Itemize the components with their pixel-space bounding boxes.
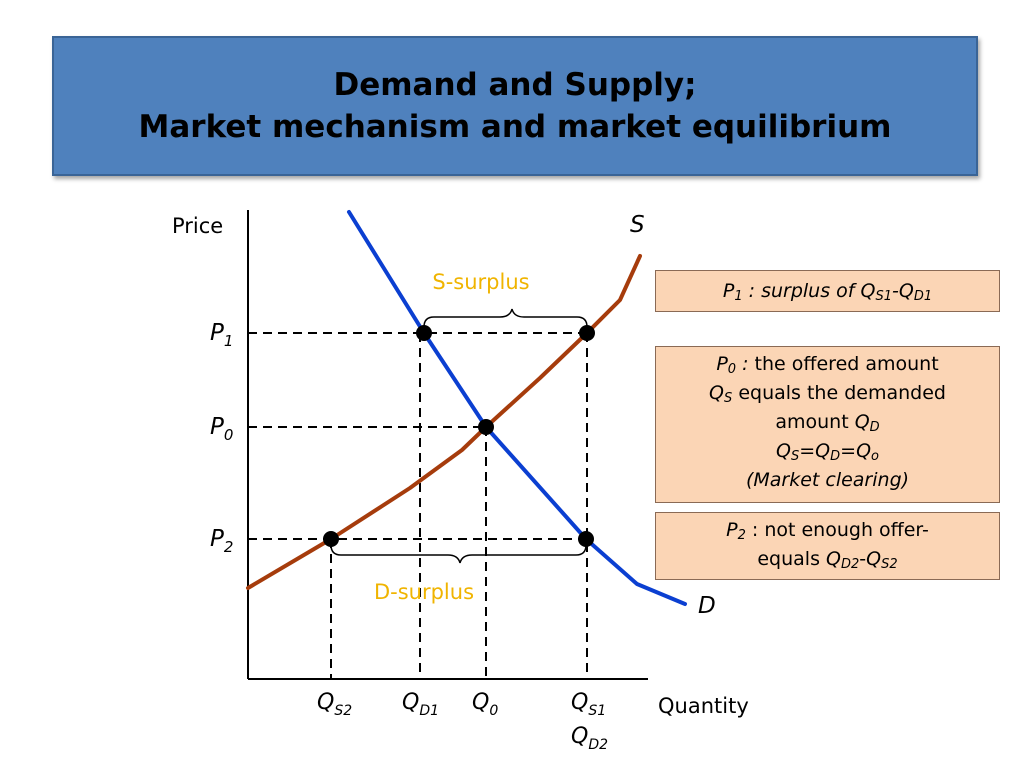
point-qs1-p1 <box>579 325 595 341</box>
note-p0-line2: QS equals the demanded <box>656 379 999 408</box>
note-p0-qs: Q <box>709 382 725 404</box>
demand-curve <box>347 210 687 606</box>
s-surplus-bracket <box>423 308 588 328</box>
note-p0-qd-sub: D <box>869 420 880 435</box>
note-p0-clearing: (Market clearing) <box>745 469 910 491</box>
note-p1-text: : surplus of <box>742 280 861 302</box>
note-p0-colon: : <box>736 353 749 375</box>
note-p2-qd2: Q <box>826 548 841 570</box>
point-qd1-p1 <box>416 325 432 341</box>
note-p0-eq-qs: Q <box>776 440 791 462</box>
note-p0-line3: amount QD <box>656 408 999 437</box>
note-p0-eq2: = <box>840 440 857 462</box>
quantity-label-qs1: QS1 <box>571 690 606 719</box>
title-line-2: Market mechanism and market equilibrium <box>138 109 892 145</box>
note-p0-p-sub: 0 <box>727 362 737 377</box>
note-p2-qs2: Q <box>866 548 882 570</box>
point-qd2-p2 <box>578 531 594 547</box>
note-p1-qd1: Q <box>898 280 914 302</box>
price-label-p0: P0 <box>210 414 233 444</box>
note-p0-qs-sub: S <box>724 391 733 406</box>
note-p2-p-sub: 2 <box>737 528 746 543</box>
note-p0-line1: P0 : the offered amount <box>656 350 999 379</box>
note-p0-text1: the offered amount <box>748 353 939 375</box>
note-p2-line1: P2 : not enough offer- <box>656 516 999 545</box>
note-p0-eq-qd-sub: D <box>830 449 841 464</box>
note-p0-eq-qs-sub: S <box>790 449 800 464</box>
note-p2-qd2-sub: D2 <box>840 557 860 572</box>
quantity-label-q0: Q0 <box>472 690 498 719</box>
point-equilibrium <box>478 419 494 435</box>
quantity-label-qd2: QD2 <box>571 724 608 753</box>
note-p0-qd: Q <box>854 411 870 433</box>
note-p1-qs1-sub: S1 <box>875 289 893 304</box>
note-p1-p-sub: 1 <box>734 289 743 304</box>
note-p0-eq-qo: Q <box>856 440 872 462</box>
note-p2-p: P <box>726 519 738 541</box>
note-p2-qs2-sub: S2 <box>881 557 898 572</box>
s-surplus-label: S-surplus <box>432 270 529 294</box>
note-p2-line2: equals QD2-QS2 <box>656 545 999 574</box>
supply-label: S <box>630 212 645 238</box>
d-surplus-label: D-surplus <box>374 580 474 604</box>
note-p0: P0 : the offered amount QS equals the de… <box>655 346 1000 503</box>
quantity-label-qd1: QD1 <box>402 690 439 719</box>
note-p0-line5: (Market clearing) <box>656 466 999 495</box>
price-label-p2: P2 <box>210 526 233 556</box>
note-p0-p: P <box>716 353 728 375</box>
note-p1: P1 : surplus of QS1-QD1 <box>655 270 1000 312</box>
note-p1-p: P <box>722 280 735 302</box>
note-p1-qd1-sub: D1 <box>913 289 933 304</box>
note-p1-qs1: Q <box>860 280 876 302</box>
note-p0-eq-qo-sub: o <box>871 449 879 464</box>
y-axis-label: Price <box>172 214 223 238</box>
note-p0-text3: amount <box>775 411 855 433</box>
note-p2: P2 : not enough offer- equals QD2-QS2 <box>655 512 1000 580</box>
title-banner: Demand and Supply; Market mechanism and … <box>52 36 978 176</box>
note-p2-text2: equals <box>757 548 827 570</box>
note-p0-eq-qd: Q <box>815 440 831 462</box>
note-p2-text1: : not enough offer- <box>745 519 929 541</box>
quantity-label-qs2: QS2 <box>317 690 352 719</box>
note-p1-dash: - <box>892 280 899 302</box>
point-qs2-p2 <box>323 531 339 547</box>
note-p2-dash: - <box>859 548 867 570</box>
demand-label: D <box>698 593 716 619</box>
d-surplus-bracket <box>330 544 587 564</box>
price-label-p1: P1 <box>210 320 233 350</box>
x-axis-label: Quantity <box>658 694 749 718</box>
title-line-1: Demand and Supply; <box>333 67 697 103</box>
note-p0-eq1: = <box>799 440 816 462</box>
note-p0-text2: equals the demanded <box>732 382 946 404</box>
note-p0-line4: QS=QD=Qo <box>656 437 999 466</box>
